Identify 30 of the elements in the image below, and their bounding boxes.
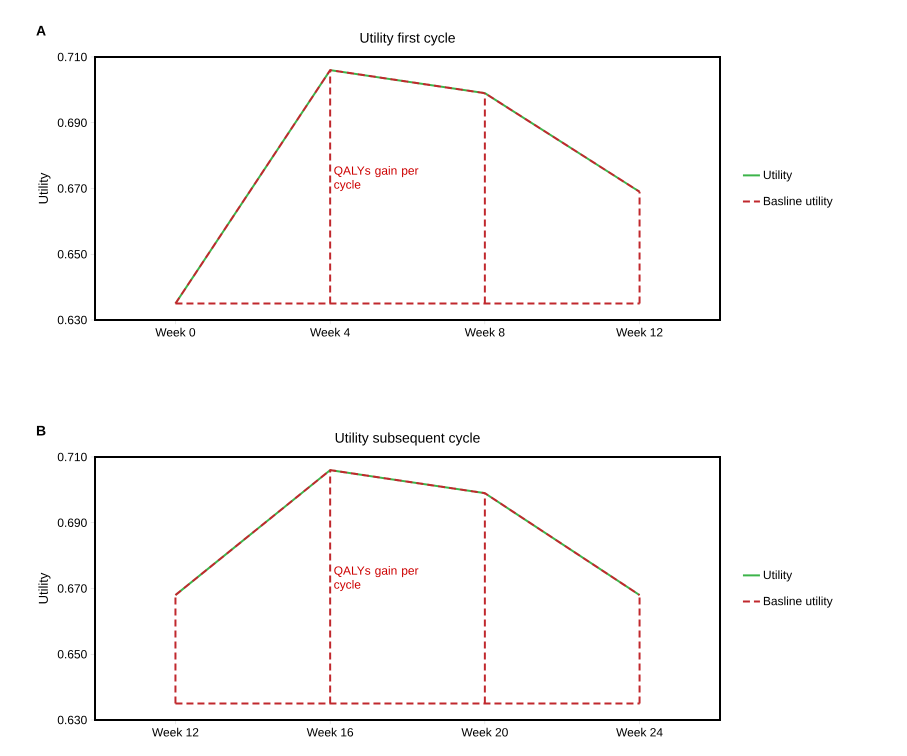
y-tick-label: 0.690 xyxy=(58,518,87,527)
annotation: QALYs gain per cycle xyxy=(334,166,418,192)
y-axis-title: Utility xyxy=(38,572,50,604)
legend-label: Utility xyxy=(764,570,792,582)
y-tick-label: 0.710 xyxy=(58,52,87,62)
x-tick-label: Week 24 xyxy=(616,728,663,737)
legend-label: Utility xyxy=(764,170,792,182)
legend-label: Basline utility xyxy=(764,596,833,608)
text: B xyxy=(36,426,46,436)
y-tick-label: 0.630 xyxy=(58,716,87,724)
chart-title: Utility first cycle xyxy=(360,32,455,46)
legend-label: Basline utility xyxy=(764,196,833,208)
y-tick-label: 0.710 xyxy=(58,452,87,462)
y-axis-title: Utility xyxy=(38,172,50,204)
x-tick-label: Week 16 xyxy=(306,728,354,737)
y-tick-label: 0.650 xyxy=(58,250,87,258)
text: A xyxy=(36,26,46,36)
x-tick-label: Week 4 xyxy=(310,328,350,337)
y-tick-label: 0.650 xyxy=(58,650,87,658)
y-tick-label: 0.630 xyxy=(58,316,87,324)
chart-title: Utility subsequent cycle xyxy=(336,432,480,446)
x-tick-label: Week 20 xyxy=(461,728,508,737)
x-tick-label: Week 8 xyxy=(464,328,504,337)
x-tick-label: Week 0 xyxy=(155,328,196,337)
y-tick-label: 0.690 xyxy=(58,118,87,127)
x-tick-label: Week 12 xyxy=(616,328,662,337)
y-tick-label: 0.670 xyxy=(58,184,87,193)
y-tick-label: 0.670 xyxy=(58,584,87,593)
annotation: QALYs gain per cycle xyxy=(334,566,418,592)
x-tick-label: Week 12 xyxy=(152,728,198,737)
